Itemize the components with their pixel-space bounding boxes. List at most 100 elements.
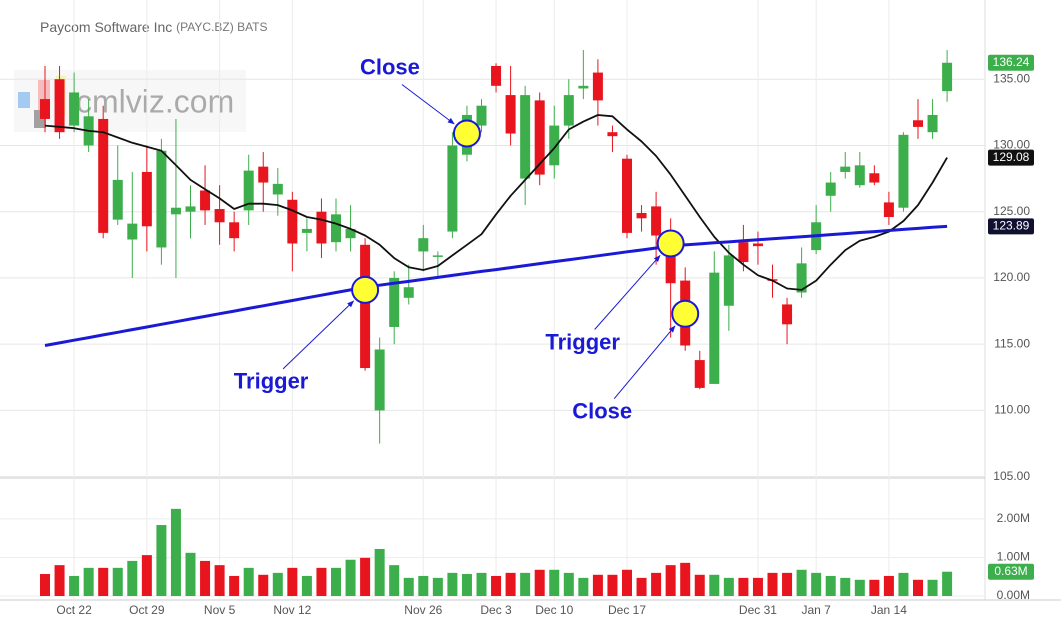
candle-body (636, 213, 647, 219)
volume-bar (200, 560, 211, 596)
volume-bar (301, 575, 312, 596)
volume-bar (796, 569, 807, 596)
volume-bar (229, 575, 240, 596)
volume-bar (287, 567, 298, 596)
x-tick-label: Nov 5 (204, 603, 236, 617)
volume-bar (723, 577, 734, 596)
volume-bar (214, 565, 225, 596)
candle-body (185, 206, 196, 212)
volume-bar (360, 557, 371, 596)
volume-bar (243, 567, 254, 596)
volume-bar (767, 572, 778, 596)
volume-bar (432, 577, 443, 596)
candle-body (54, 79, 65, 133)
volume-bar (505, 572, 516, 596)
candle-body (505, 95, 516, 134)
volume-bar (156, 525, 167, 596)
signal-marker (656, 229, 685, 258)
y-tick-label: 110.00 (994, 403, 1030, 417)
volume-bar (331, 567, 341, 596)
volume-bar (127, 560, 138, 596)
x-tick-label: Dec 10 (535, 603, 573, 617)
value-tag-label: 123.89 (993, 219, 1030, 233)
candle-body (913, 120, 923, 127)
candle-body (418, 238, 429, 252)
candle-body (578, 85, 589, 89)
signal-marker (671, 299, 700, 328)
candle-body (127, 223, 138, 240)
volume-bar (141, 555, 152, 596)
volume-bar (563, 572, 574, 596)
annotation-label: Trigger (545, 329, 620, 354)
candle-body (738, 242, 749, 263)
moving-average-line (44, 114, 948, 291)
volume-bar (389, 565, 400, 596)
annotation-arrow (401, 84, 455, 125)
candle-body (549, 125, 560, 166)
annotation-label: Trigger (234, 369, 309, 394)
y-tick-label: 130.00 (993, 138, 1030, 152)
volume-bar (927, 579, 938, 596)
volume-bar (883, 575, 894, 596)
signal-marker (351, 275, 380, 304)
chart-title: Paycom Software Inc (PAYC.BZ) BATS (40, 19, 268, 35)
candle-body (40, 99, 50, 119)
x-tick-label: Jan 7 (801, 603, 831, 617)
candle-body (316, 211, 327, 244)
candle-body (69, 92, 80, 126)
volume-bar (476, 572, 487, 596)
annotation-arrow (282, 300, 355, 370)
candle-body (476, 105, 487, 126)
value-tag-label: 0.63M (994, 564, 1027, 578)
value-tag (988, 563, 1034, 580)
volume-bar (840, 577, 851, 596)
candle-body (432, 255, 443, 257)
volume-bar (752, 577, 763, 596)
volume-bar (665, 565, 676, 596)
volume-bar (54, 565, 65, 596)
value-tag (988, 54, 1034, 71)
x-tick-label: Dec 3 (480, 603, 512, 617)
value-tag-label: 136.24 (993, 55, 1030, 69)
candle-body (272, 183, 283, 195)
candle-body (534, 100, 545, 175)
candle-body (301, 228, 312, 233)
volume-bar (913, 579, 923, 596)
annotation-label: Close (360, 54, 420, 79)
candle-body (869, 173, 880, 183)
candle-body (389, 277, 400, 327)
y-tick-label: 120.00 (993, 270, 1030, 284)
x-tick-label: Dec 31 (739, 603, 777, 617)
candle-body (942, 62, 953, 92)
volume-bar (898, 572, 909, 596)
candle-body (709, 272, 720, 384)
volume-bar (403, 577, 414, 596)
volume-bar (418, 575, 429, 596)
volume-bar (316, 567, 327, 596)
volume-bar (272, 572, 283, 596)
candle-body (214, 209, 225, 223)
candle-body (694, 360, 705, 388)
volume-bar (854, 579, 865, 596)
y-tick-label: 135.00 (993, 71, 1030, 85)
volume-bar (622, 569, 632, 596)
volume-bar (447, 572, 458, 596)
annotation-label: Close (572, 399, 632, 424)
candle-body (927, 114, 938, 133)
value-tag (988, 149, 1034, 166)
candle-body (360, 244, 371, 369)
candle-body (898, 134, 909, 208)
volume-bar (578, 577, 589, 596)
volume-bar (461, 574, 472, 596)
subtitle: (PAYC.BZ) BATS (176, 20, 267, 34)
candle-body (622, 158, 632, 233)
y-tick-label: 115.00 (994, 336, 1030, 350)
candle-body (258, 166, 269, 183)
x-tick-label: Dec 17 (608, 603, 646, 617)
volume-bar (98, 567, 109, 596)
annotation-arrow (613, 325, 676, 400)
volume-tick-label: 1.00M (997, 550, 1030, 564)
volume-bar (942, 571, 953, 596)
candle-body (752, 243, 763, 247)
